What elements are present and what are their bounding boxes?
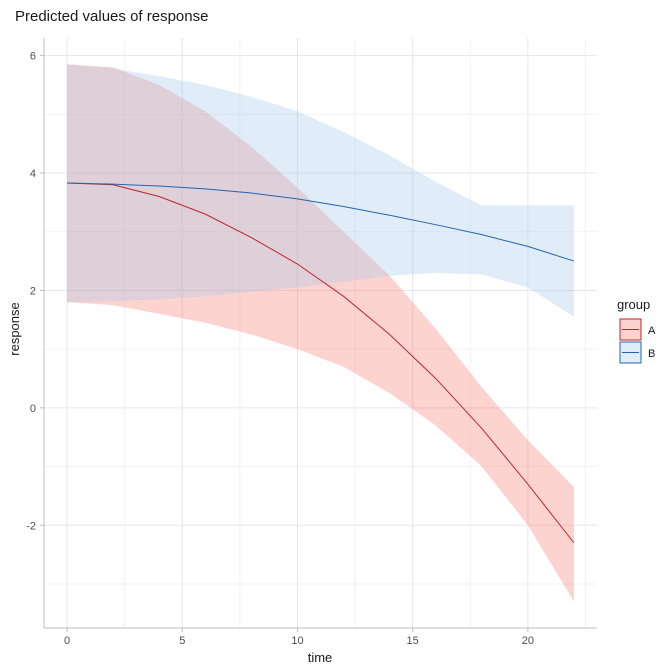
line-A — [67, 182, 575, 544]
legend-label-A: A — [648, 325, 656, 337]
chart-title: Predicted values of response — [15, 8, 208, 25]
confidence-bands — [67, 64, 574, 602]
x-tick-label: 5 — [179, 635, 185, 647]
y-tick-label: -2 — [26, 520, 36, 532]
legend-title: group — [617, 297, 650, 312]
line-B — [67, 182, 575, 262]
band-A — [67, 64, 574, 602]
x-tick-label: 0 — [64, 635, 70, 647]
y-tick-label: 4 — [30, 168, 36, 180]
band-B — [67, 64, 574, 317]
x-tick-label: 10 — [291, 635, 303, 647]
legend-label-B: B — [648, 348, 655, 360]
series-lines — [67, 182, 575, 544]
x-axis-title: time — [308, 650, 333, 665]
grid — [44, 38, 597, 628]
y-tick-label: 0 — [30, 403, 36, 415]
x-tick-label: 15 — [407, 635, 419, 647]
y-axis-title: response — [7, 302, 22, 355]
legend: group AB — [617, 297, 656, 364]
y-tick-label: 6 — [30, 51, 36, 63]
y-tick-label: 2 — [30, 285, 36, 297]
axes: 0 5 10 15 20 -2 0 2 4 6 — [26, 38, 597, 647]
x-tick-label: 20 — [522, 635, 534, 647]
